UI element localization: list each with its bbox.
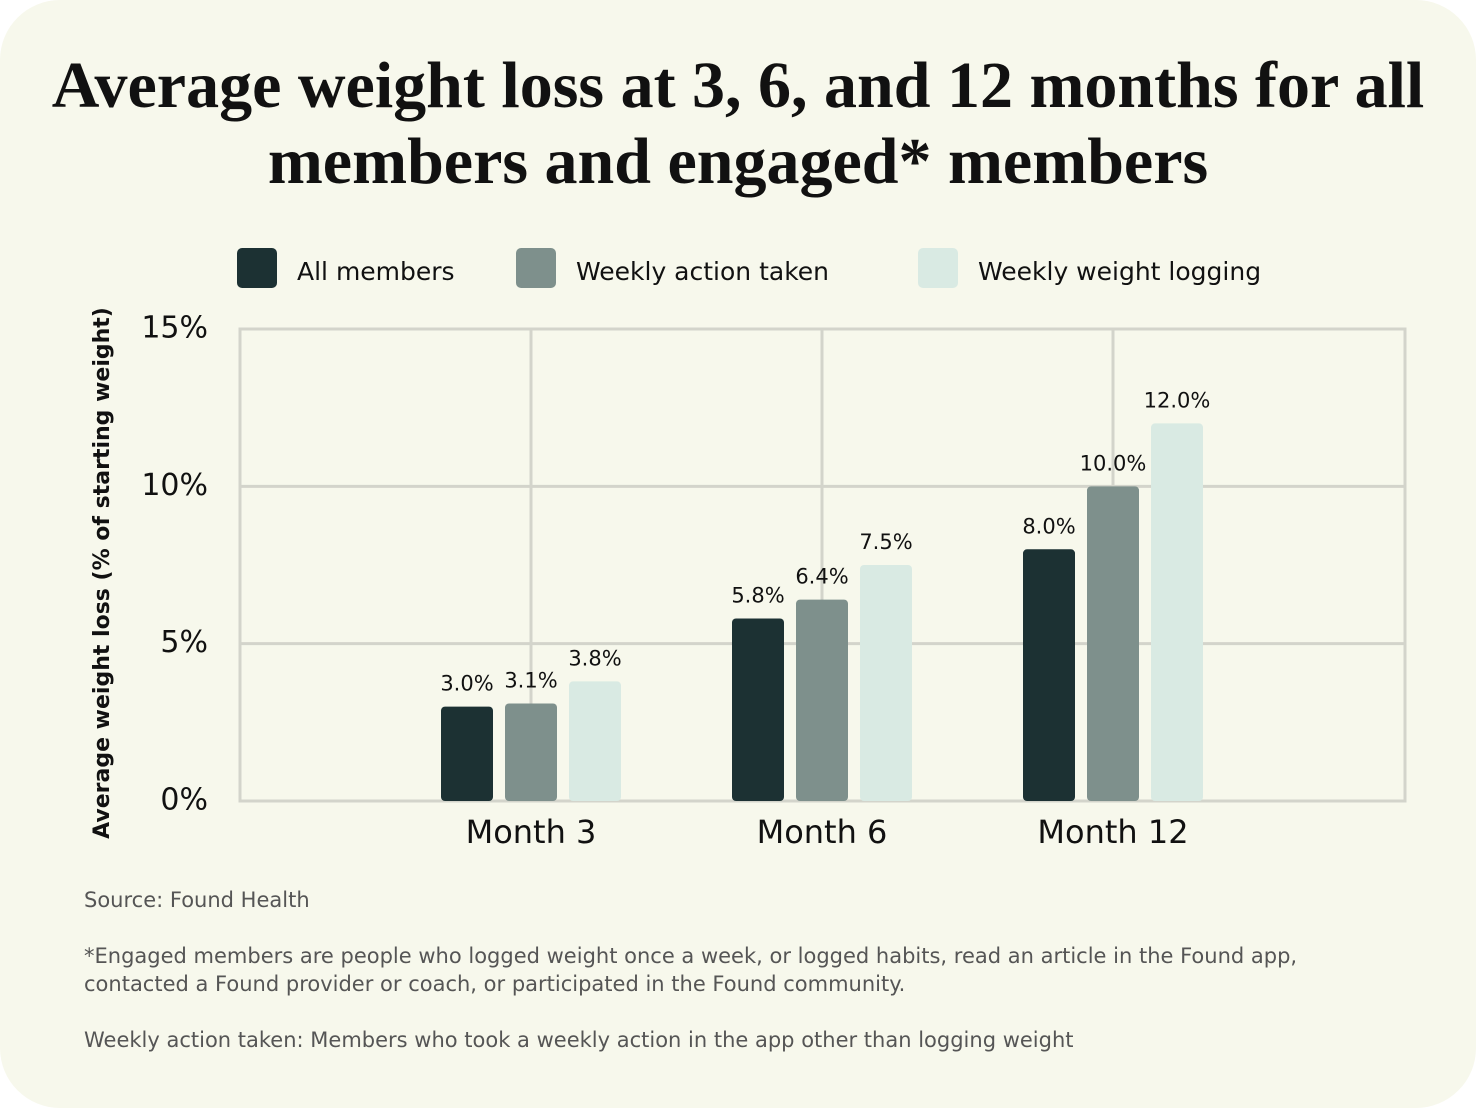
y-tick-label: 5% xyxy=(160,625,208,660)
x-tick-label: Month 3 xyxy=(466,813,597,851)
bar xyxy=(505,703,557,801)
value-label: 3.1% xyxy=(504,668,557,692)
bar xyxy=(569,681,621,801)
y-tick-label: 0% xyxy=(160,783,208,818)
value-label: 10.0% xyxy=(1080,451,1147,475)
note: Weekly action taken: Members who took a … xyxy=(84,1028,1074,1052)
legend-swatch xyxy=(237,248,277,288)
y-axis-label: Average weight loss (% of starting weigh… xyxy=(90,307,115,839)
source: Source: Found Health xyxy=(84,888,310,912)
y-tick-label: 15% xyxy=(141,311,208,346)
x-tick-label: Month 12 xyxy=(1037,813,1188,851)
legend-swatch xyxy=(516,248,556,288)
legend-swatch xyxy=(918,248,958,288)
bar xyxy=(1087,486,1139,801)
value-label: 12.0% xyxy=(1144,388,1211,412)
bar xyxy=(441,706,493,801)
chart-title: Average weight loss at 3, 6, and 12 mont… xyxy=(51,49,1425,198)
value-label: 7.5% xyxy=(859,530,912,554)
note: *Engaged members are people who logged w… xyxy=(84,944,1298,996)
legend-label: Weekly weight logging xyxy=(978,257,1261,286)
bar xyxy=(1023,549,1075,801)
y-tick-label: 10% xyxy=(141,468,208,503)
chart: 0% 5% 10% 15% Average weight loss (% of star… xyxy=(90,248,1407,851)
value-label: 5.8% xyxy=(731,583,784,607)
bar xyxy=(796,599,848,801)
bar xyxy=(732,618,784,801)
legend-label: Weekly action taken xyxy=(576,257,829,286)
bar xyxy=(860,565,912,801)
bar xyxy=(1151,423,1203,801)
value-label: 8.0% xyxy=(1022,514,1075,538)
notes: Source: Found Health *Engaged members ar… xyxy=(84,886,1384,1082)
legend-label: All members xyxy=(297,257,455,286)
value-label: 3.0% xyxy=(440,672,493,696)
value-label: 6.4% xyxy=(795,565,848,589)
x-tick-label: Month 6 xyxy=(757,813,888,851)
value-label: 3.8% xyxy=(568,646,621,670)
